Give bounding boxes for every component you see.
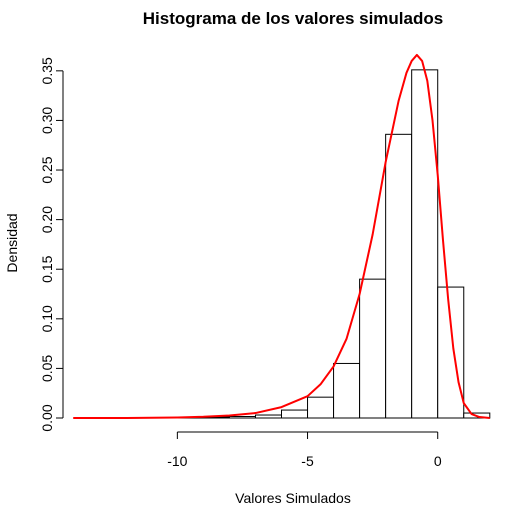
histogram-bar-3 — [254, 414, 283, 419]
histogram-bar-4 — [281, 409, 309, 419]
y-tick-label-2: 0.10 — [39, 305, 55, 332]
y-axis-label: Densidad — [4, 213, 20, 272]
histogram-bar-6 — [333, 362, 361, 419]
y-tick-label-7: 0.35 — [39, 57, 55, 84]
histogram-bar-7 — [359, 278, 387, 419]
x-axis-label: Valores Simulados — [235, 490, 351, 506]
histogram-bar-2 — [228, 416, 256, 419]
y-tick-label-3: 0.15 — [39, 255, 55, 282]
y-tick-label-0: 0.00 — [39, 404, 55, 431]
density-curve-layer — [73, 53, 490, 419]
histogram-bar-5 — [307, 396, 335, 419]
chart-title: Histograma de los valores simulados — [143, 9, 443, 28]
histogram-bars — [176, 69, 491, 419]
histogram-bar-10 — [437, 286, 465, 419]
y-tick-label-5: 0.25 — [39, 156, 55, 183]
x-tick-label-0: -10 — [167, 453, 187, 469]
x-tick-label-1: -5 — [301, 453, 314, 469]
density-curve-line — [73, 53, 490, 419]
y-tick-label-1: 0.05 — [39, 355, 55, 382]
x-tick-label-2: 0 — [434, 453, 442, 469]
x-axis: -10 -5 0 — [167, 431, 442, 469]
y-axis: 0.00 0.05 0.10 0.15 0.20 0.25 0.30 0.35 — [39, 57, 64, 432]
y-tick-label-4: 0.20 — [39, 206, 55, 233]
histogram-bar-8 — [385, 133, 413, 419]
y-tick-label-6: 0.30 — [39, 107, 55, 134]
histogram-bar-9 — [411, 69, 439, 419]
